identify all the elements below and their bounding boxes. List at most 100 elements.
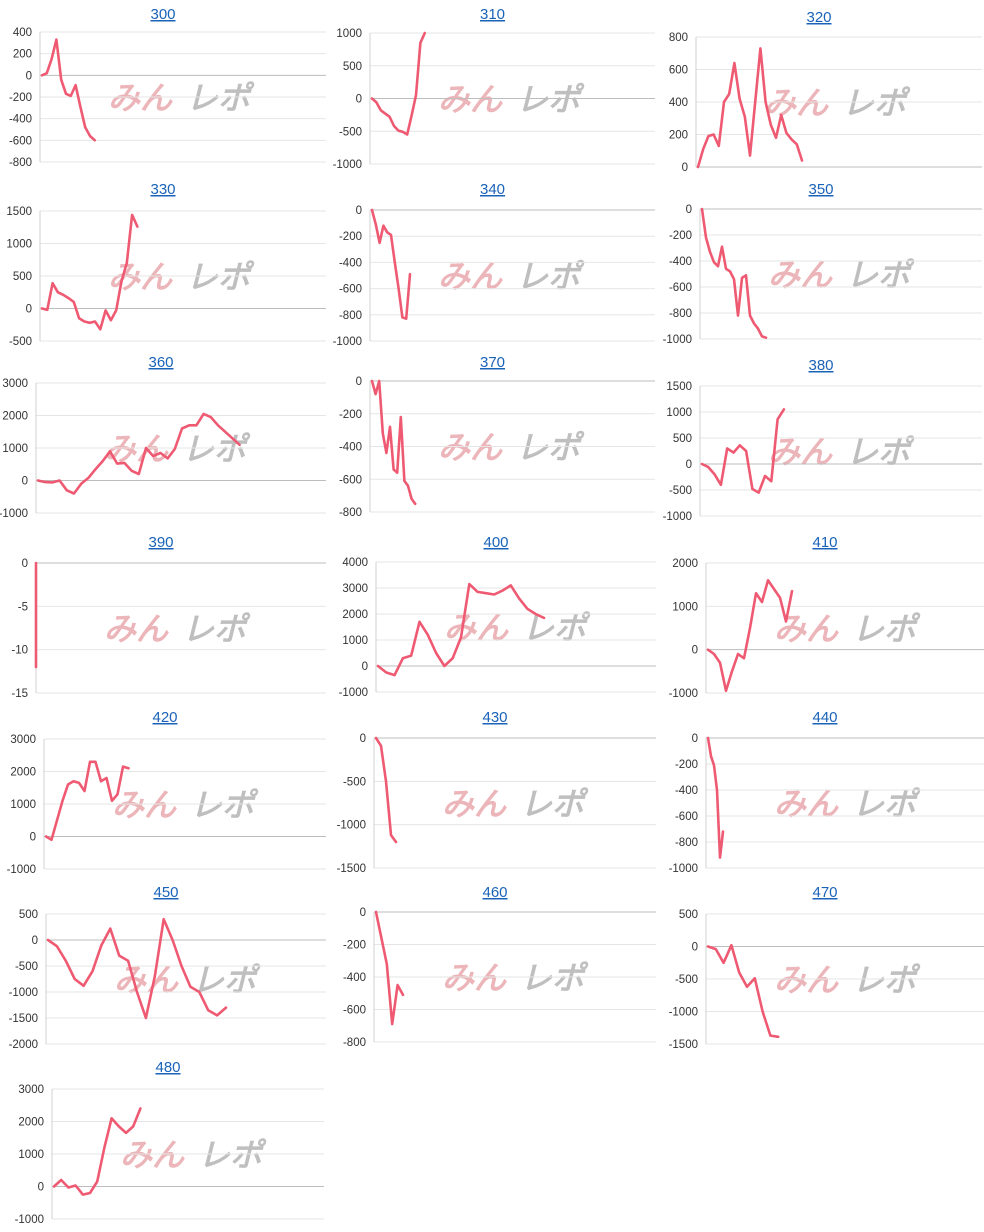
y-tick-label: -1000 — [0, 508, 28, 520]
chart-480: 480 みん レポ 3000 2000 1000 0 -1000 — [0, 1053, 324, 1227]
chart-title-link[interactable]: 480 — [155, 1059, 180, 1076]
data-point — [761, 601, 763, 603]
data-point — [145, 1017, 147, 1019]
chart-title-link[interactable]: 420 — [152, 709, 177, 726]
data-point — [104, 309, 107, 312]
data-point — [115, 309, 117, 312]
data-point — [35, 562, 37, 564]
data-point — [713, 261, 715, 264]
chart-title-link[interactable]: 350 — [808, 181, 833, 198]
data-point — [476, 591, 479, 593]
data-point — [74, 1184, 77, 1187]
watermark-logo: レポ — [516, 258, 585, 296]
chart-title-link[interactable]: 360 — [148, 354, 173, 371]
chart-title-link[interactable]: 330 — [150, 181, 175, 198]
data-point — [773, 588, 775, 590]
data-point — [402, 994, 404, 996]
data-point — [99, 328, 102, 331]
chart-title-link[interactable]: 300 — [150, 6, 175, 23]
data-point — [123, 462, 126, 464]
y-tick-label: 3000 — [342, 583, 368, 595]
chart-title-link[interactable]: 370 — [480, 354, 505, 371]
data-point — [738, 97, 741, 100]
data-point — [87, 477, 90, 479]
data-point — [751, 488, 754, 490]
y-tick-label: 0 — [22, 558, 28, 570]
watermark-logo: みん — [114, 961, 179, 999]
data-point — [145, 447, 147, 449]
data-point — [390, 234, 392, 236]
data-point — [393, 125, 395, 127]
data-point — [405, 317, 407, 320]
data-point — [60, 1179, 62, 1181]
chart-370: 370 みん レポ 0 -200 -400 -600 -800 — [328, 348, 655, 520]
data-point — [51, 282, 54, 284]
data-point — [50, 58, 53, 60]
data-point — [414, 503, 416, 505]
data-point — [396, 471, 398, 474]
chart-svg-340: 340 みん レポ 0 -200 -400 -600 -800 -1000 — [333, 181, 655, 348]
y-tick-label: 0 — [692, 942, 698, 954]
y-tick-label: -1000 — [669, 688, 698, 700]
data-point — [62, 294, 64, 296]
y-tick-label: -500 — [669, 485, 692, 497]
data-point — [371, 97, 373, 100]
data-point — [371, 209, 373, 211]
series-line — [370, 379, 417, 506]
data-point — [391, 1023, 393, 1025]
chart-title-link[interactable]: 320 — [806, 9, 831, 26]
data-point — [796, 143, 798, 146]
data-point — [485, 592, 487, 594]
data-point — [188, 424, 190, 427]
chart-title-link[interactable]: 340 — [480, 181, 505, 198]
y-tick-label: 500 — [673, 433, 692, 445]
chart-svg-480: 480 みん レポ 3000 2000 1000 0 -1000 — [15, 1059, 324, 1226]
watermark-logo: みん — [108, 79, 173, 117]
data-point — [776, 418, 779, 421]
y-tick-label: 1500 — [6, 206, 32, 218]
chart-title-link[interactable]: 470 — [812, 884, 837, 901]
chart-title-link[interactable]: 460 — [482, 884, 507, 901]
data-point — [375, 737, 377, 739]
data-point — [111, 799, 113, 802]
data-point — [181, 427, 183, 430]
data-point — [719, 856, 721, 859]
y-tick-label: -500 — [343, 776, 366, 788]
y-tick-label: -400 — [339, 257, 362, 269]
y-tick-label: 0 — [692, 645, 698, 657]
chart-title-link[interactable]: 400 — [483, 534, 508, 551]
chart-title-link[interactable]: 430 — [482, 709, 507, 726]
data-point — [65, 92, 67, 95]
watermark-logo: レポ — [190, 786, 259, 824]
chart-410: 410 みん レポ 2000 1000 0 -1000 — [656, 528, 984, 701]
y-tick-label: -600 — [675, 811, 698, 823]
data-point — [377, 665, 379, 667]
series-line — [706, 943, 780, 1039]
data-point — [109, 927, 112, 930]
y-tick-label: -600 — [9, 135, 32, 147]
data-point — [198, 991, 201, 993]
y-tick-label: -1000 — [15, 1214, 44, 1226]
data-point — [780, 114, 782, 116]
y-tick-label: -1000 — [339, 687, 368, 699]
chart-svg-320: 320 みん レポ 800 600 400 200 0 — [669, 9, 982, 174]
chart-title-link[interactable]: 310 — [480, 6, 505, 23]
data-point — [189, 986, 192, 988]
chart-title-link[interactable]: 390 — [148, 534, 173, 551]
data-point — [717, 265, 719, 267]
data-point — [701, 208, 703, 210]
data-point — [427, 634, 429, 636]
chart-svg-460: 460 みん レポ 0 -200 -400 -600 -800 — [343, 884, 656, 1049]
chart-title-link[interactable]: 380 — [808, 357, 833, 374]
chart-svg-310: 310 みん レポ 1000 500 0 -500 -1000 — [333, 6, 655, 171]
data-point — [730, 944, 733, 946]
data-point — [761, 1010, 764, 1013]
chart-title-link[interactable]: 410 — [812, 534, 837, 551]
data-point — [743, 657, 745, 660]
y-tick-label: -200 — [343, 940, 366, 952]
data-point — [725, 690, 727, 692]
chart-title-link[interactable]: 450 — [153, 884, 178, 901]
data-point — [510, 584, 512, 587]
data-point — [46, 72, 48, 74]
chart-title-link[interactable]: 440 — [812, 709, 837, 726]
